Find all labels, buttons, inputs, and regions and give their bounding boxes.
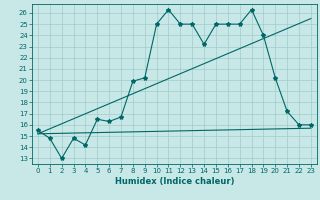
X-axis label: Humidex (Indice chaleur): Humidex (Indice chaleur) xyxy=(115,177,234,186)
